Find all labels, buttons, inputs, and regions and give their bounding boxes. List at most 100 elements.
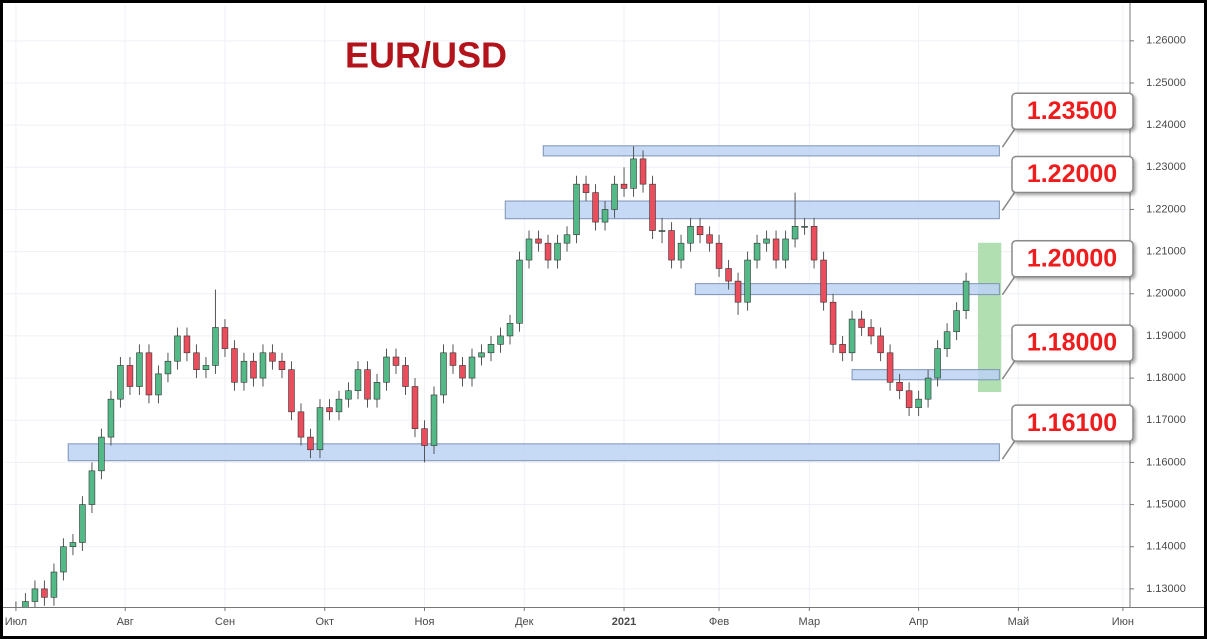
candle-body: [696, 226, 704, 236]
candle-body: [22, 601, 29, 607]
x-tick-label: Ноя: [414, 616, 434, 628]
y-tick-label: 1.21000: [1146, 246, 1186, 258]
candle-body: [307, 436, 314, 451]
level-zone: [542, 145, 1000, 157]
x-tick-label: 2021: [612, 616, 636, 628]
candle-body: [440, 352, 447, 396]
candle-body: [677, 242, 685, 261]
candle-body: [744, 259, 751, 303]
candle-body: [725, 268, 732, 282]
candle-body: [316, 407, 324, 451]
candle-body: [478, 352, 485, 358]
candle-body: [449, 352, 457, 366]
candle-body: [687, 226, 694, 244]
candle-body: [848, 318, 856, 354]
candle-body: [639, 158, 647, 185]
level-zone: [694, 283, 1000, 296]
candle-body: [839, 344, 846, 354]
candle-body: [126, 365, 134, 387]
candle-body: [430, 394, 438, 446]
y-tick-label: 1.16000: [1146, 456, 1186, 468]
candle-body: [88, 470, 96, 505]
level-pointer: [1001, 358, 1017, 380]
candle-body: [516, 259, 523, 324]
candle-body: [278, 360, 286, 370]
candle-body: [763, 238, 770, 244]
candle-body: [60, 546, 67, 573]
candle-body: [573, 183, 580, 236]
candle-body: [202, 365, 210, 370]
y-tick-label: 1.22000: [1146, 203, 1186, 215]
x-tick-label: Июл: [5, 616, 27, 628]
y-tick-label: 1.26000: [1146, 35, 1186, 47]
candle-body: [801, 226, 808, 228]
candle-body: [174, 335, 181, 362]
candle-body: [962, 280, 970, 311]
candle-body: [820, 259, 827, 303]
candle-body: [259, 352, 267, 379]
level-label-box: [1011, 155, 1134, 194]
level-label-box: [1011, 404, 1134, 442]
candle-body: [193, 352, 200, 370]
candle-body: [810, 226, 818, 261]
level-label: 1.16100: [1027, 409, 1117, 437]
candle-body: [41, 588, 48, 598]
y-tick-label: 1.19000: [1146, 330, 1186, 342]
candle-body: [269, 352, 276, 362]
candle-body: [345, 390, 352, 400]
highlight-band: [977, 242, 1002, 392]
candle-body: [297, 411, 305, 438]
y-tick-label: 1.20000: [1146, 288, 1186, 300]
level-pointer: [1001, 190, 1017, 211]
candle-body: [117, 365, 124, 400]
level-labels: 1.23500 1.22000 1.20000 1.18000 1.16100: [1001, 92, 1134, 460]
y-tick-label: 1.14000: [1146, 541, 1186, 553]
candle-body: [364, 369, 371, 400]
candle-body: [497, 335, 504, 345]
candle-body: [715, 242, 723, 269]
candle-body: [953, 310, 960, 333]
candle-body: [535, 238, 542, 244]
x-tick-label: Июн: [1112, 616, 1134, 628]
candle-body: [335, 398, 343, 413]
candle-body: [601, 209, 609, 223]
candle-body: [611, 183, 618, 210]
x-tick-label: Дек: [515, 616, 534, 628]
level-pointer: [1001, 274, 1017, 296]
candle-body: [288, 369, 295, 413]
x-tick-label: Окт: [315, 616, 334, 628]
y-tick-label: 1.15000: [1146, 498, 1186, 510]
candle-body: [934, 348, 941, 379]
candle-body: [221, 327, 229, 349]
candle-body: [943, 331, 951, 349]
candle-body: [145, 352, 153, 396]
level-pointer: [1001, 126, 1017, 148]
candle-body: [383, 356, 390, 383]
candle-body: [69, 542, 77, 548]
level-label: 1.22000: [1027, 160, 1117, 188]
zones: [67, 145, 1002, 462]
chart-title: EUR/USD: [345, 35, 507, 76]
plot-area: [15, 146, 970, 607]
axes: 1.13000 1.14000 1.15000 1.16000 1.17000 1.180…: [5, 35, 1186, 628]
candle-body: [858, 318, 865, 328]
x-tick-label: Май: [1008, 616, 1030, 628]
candle-body: [50, 571, 58, 598]
candle-body: [525, 238, 533, 261]
candle-body: [877, 335, 884, 354]
y-tick-label: 1.24000: [1146, 119, 1186, 131]
level-label-box: [1011, 240, 1134, 278]
candle-body: [668, 230, 675, 261]
candle-body: [915, 398, 922, 408]
candle-body: [829, 301, 837, 345]
x-tick-label: Фев: [709, 616, 729, 628]
y-tick-label: 1.17000: [1146, 414, 1186, 426]
y-tick-label: 1.13000: [1146, 583, 1186, 595]
candle-body: [107, 398, 115, 438]
level-pointer: [1001, 438, 1017, 460]
candle-body: [905, 390, 913, 408]
level-label: 1.20000: [1027, 244, 1117, 272]
candle-body: [326, 407, 333, 413]
